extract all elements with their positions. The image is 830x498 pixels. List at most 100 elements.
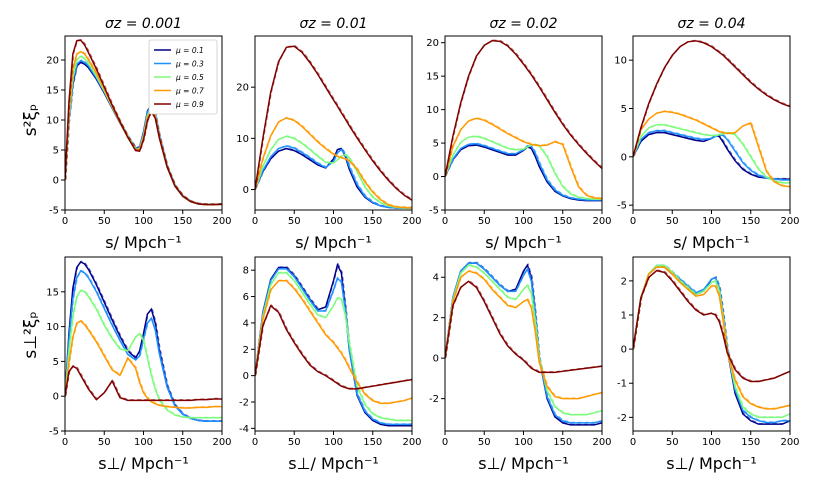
y-tick-label: 15 [46,86,59,97]
x-tick-label: 50 [478,216,491,227]
series-line-mu-0.1 [255,262,412,427]
x-tick-label: 150 [741,437,760,448]
x-tick-label: 0 [62,216,68,227]
series-dashed-mu-0.3 [633,129,790,181]
axes-frame [632,35,791,211]
x-tick-label: 150 [553,216,572,227]
series-dashed-mu-0.9 [445,39,602,177]
x-tick-label: 0 [442,437,448,448]
panel-title: σz = 0.04 [677,16,745,32]
legend-entry: μ = 0.9 [175,100,204,109]
series-dashed-mu-0.9 [255,45,412,200]
series-line-mu-0.3 [633,129,790,181]
series-dashed-mu-0.9 [633,269,790,382]
series-line-mu-0.5 [255,272,412,422]
x-tick-label: 50 [98,216,111,227]
series-dashed-mu-0.1 [633,266,790,425]
y-tick-label: -2 [239,398,249,409]
x-tick-label: 100 [324,437,343,448]
y-tick-label: 2 [621,276,627,287]
x-axis-label: s/ Mpch⁻¹ [673,233,750,252]
x-tick-label: 0 [442,216,448,227]
series-line-mu-0.7 [255,117,412,209]
y-tick-label: 2 [243,345,249,356]
ylabel-bottom: s⊥²ξₚ [21,311,41,358]
x-tick-label: 150 [553,437,572,448]
x-tick-label: 50 [288,437,301,448]
y-tick-label: -4 [239,424,249,435]
series-line-mu-0.9 [633,40,790,158]
series-dashed-mu-0.3 [445,261,602,423]
x-axis-label: s⊥/ Mpch⁻¹ [478,454,569,473]
y-tick-label: 0 [53,176,59,187]
panel-0-1: 0 50 100 150 200 0 10 20 σz = 0.01 s/ Mpch⁻¹ [236,16,421,252]
y-tick-label: 15 [46,287,59,298]
x-tick-label: 200 [402,216,421,227]
series-line-mu-0.9 [255,304,412,390]
x-axis-label: s/ Mpch⁻¹ [295,233,372,252]
y-tick-label: 20 [426,38,439,49]
x-tick-label: 100 [514,216,533,227]
x-axis-label: s⊥/ Mpch⁻¹ [288,454,379,473]
x-tick-label: 50 [288,216,301,227]
y-tick-label: 10 [426,105,439,116]
x-tick-label: 0 [62,437,68,448]
series-dashed-mu-0.9 [445,279,602,373]
x-tick-label: 100 [134,437,153,448]
x-tick-label: 0 [252,437,258,448]
x-tick-label: 100 [134,216,153,227]
series-line-mu-0.3 [633,264,790,424]
series-line-mu-0.1 [633,266,790,425]
series-dashed-mu-0.7 [255,279,412,404]
series-line-mu-0.5 [445,264,602,416]
y-tick-label: 0 [433,354,439,365]
x-tick-label: 150 [741,216,760,227]
series-dashed-mu-0.7 [445,269,602,399]
y-tick-label: 10 [46,322,59,333]
y-tick-label: -5 [429,206,439,217]
series-line-mu-0.9 [445,39,602,177]
y-tick-label: -1 [617,379,627,390]
series-line-mu-0.5 [255,135,412,209]
x-tick-label: 100 [514,437,533,448]
panel-title: σz = 0.02 [489,16,557,32]
legend-entry: μ = 0.5 [175,73,204,82]
y-tick-label: 0 [243,185,249,196]
series-line-mu-0.7 [633,110,790,188]
series-line-mu-0.9 [65,365,222,402]
x-axis-label: s/ Mpch⁻¹ [485,233,562,252]
x-tick-label: 100 [702,216,721,227]
series-dashed-mu-0.7 [65,319,222,409]
y-tick-label: 4 [243,318,249,329]
y-tick-label: 0 [621,345,627,356]
series-dashed-mu-0.7 [633,266,790,409]
y-tick-label: 15 [426,72,439,83]
series-dashed-mu-0.5 [255,271,412,421]
x-axis-label: s/ Mpch⁻¹ [105,233,182,252]
y-tick-label: -5 [49,427,59,438]
y-tick-label: 8 [243,266,249,277]
y-tick-label: 20 [236,83,249,94]
series-dashed-mu-0.3 [65,59,222,205]
x-tick-label: 200 [402,437,421,448]
series-line-mu-0.7 [633,266,790,410]
series-line-mu-0.1 [445,144,602,202]
x-axis-label: s⊥/ Mpch⁻¹ [666,454,757,473]
x-axis-label: s⊥/ Mpch⁻¹ [98,454,189,473]
y-tick-label: 10 [236,134,249,145]
series-line-mu-0.3 [445,142,602,201]
series-line-mu-0.1 [445,262,602,426]
x-tick-label: 50 [666,437,679,448]
series-dashed-mu-0.5 [633,264,790,418]
x-tick-label: 100 [324,216,343,227]
series-line-mu-0.5 [633,264,790,419]
series-dashed-mu-0.1 [445,143,602,201]
y-tick-label: -2 [617,413,627,424]
series-line-mu-0.5 [633,124,790,184]
series-line-mu-0.7 [445,117,602,200]
legend-entry: μ = 0.7 [175,87,204,96]
series-dashed-mu-0.5 [255,135,412,208]
